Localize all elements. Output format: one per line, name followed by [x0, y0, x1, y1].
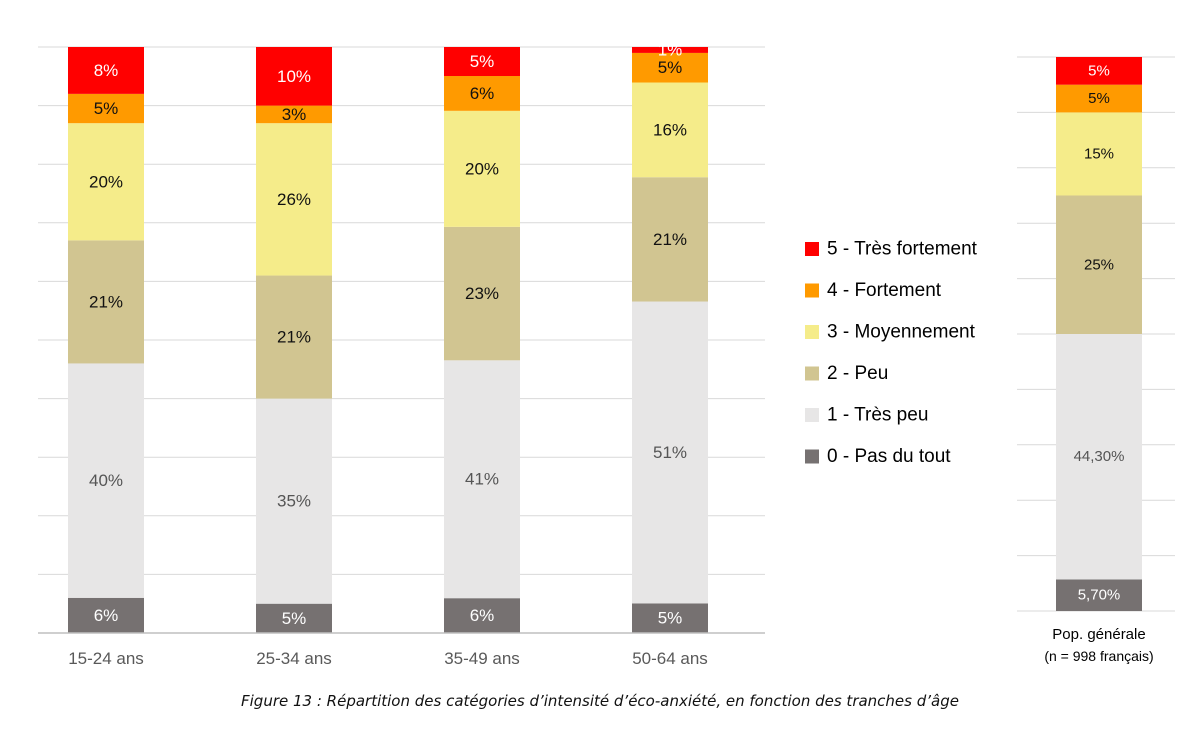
data-label: 41% — [465, 470, 499, 489]
bar-segment — [68, 47, 144, 94]
bar-segment — [256, 603, 332, 633]
data-label: 15% — [1084, 145, 1114, 162]
bar-segment — [68, 93, 144, 124]
x-tick-label: 25-34 ans — [256, 649, 332, 668]
data-label: 51% — [653, 443, 687, 462]
bar-segment — [444, 226, 520, 361]
bar-segment — [1056, 334, 1142, 580]
data-label: 8% — [94, 61, 119, 80]
data-label: 5% — [658, 58, 683, 77]
x-tick-label: Pop. générale — [1052, 626, 1145, 643]
bar-segment — [632, 603, 708, 633]
bar-segment — [256, 105, 332, 124]
bar-segment — [1056, 579, 1142, 611]
data-label: 21% — [277, 328, 311, 347]
data-label: 5% — [658, 609, 683, 628]
data-label: 40% — [89, 471, 123, 490]
bar-segment — [68, 597, 144, 633]
data-label: 20% — [89, 172, 123, 191]
data-label: 3% — [282, 105, 307, 124]
legend-swatch — [805, 242, 819, 256]
data-label: 21% — [89, 292, 123, 311]
data-label: 6% — [470, 606, 495, 625]
data-label: 26% — [277, 190, 311, 209]
legend-swatch — [805, 366, 819, 381]
legend-label: 2 - Peu — [827, 363, 888, 384]
data-label: 23% — [465, 284, 499, 303]
bar-segment — [68, 363, 144, 598]
legend-label: 5 - Très fortement — [827, 239, 978, 260]
legend-label: 1 - Très peu — [827, 405, 928, 426]
legend-swatch — [805, 325, 819, 339]
data-label: 6% — [470, 84, 495, 103]
bar-segment — [256, 398, 332, 604]
data-label: 5% — [94, 99, 119, 118]
data-label: 5% — [1088, 62, 1110, 79]
legend-label: 0 - Pas du tout — [827, 446, 951, 467]
data-label: 5% — [1088, 90, 1110, 107]
bar-segment — [444, 110, 520, 227]
bar-segment — [1056, 112, 1142, 196]
age-group-chart: 6% 40% 21% 20% 5% 8% 15-24 ans 5% 35% 21% 26% 3% 10%… — [38, 40, 765, 668]
bar-segment — [444, 76, 520, 111]
data-label: 6% — [94, 606, 119, 625]
bar-segment — [444, 598, 520, 633]
bar-segment — [256, 123, 332, 276]
bar-segment — [632, 301, 708, 604]
legend-swatch — [805, 283, 819, 298]
x-tick-label: 35-49 ans — [444, 649, 520, 668]
data-label: 10% — [277, 67, 311, 86]
data-label: 1% — [658, 40, 683, 59]
bar-segment — [632, 47, 708, 53]
bar-segment — [1056, 195, 1142, 334]
x-tick-label: 50-64 ans — [632, 649, 708, 668]
general-population-chart: 5,70% 44,30% 25% 15% 5% 5% Pop. générale (n = 9… — [1017, 56, 1175, 664]
legend: 5 - Très fortement 4 - Fortement 3 - Moyen… — [805, 239, 978, 467]
bar-segment — [444, 360, 520, 599]
bar-segment — [68, 240, 144, 364]
data-label: 20% — [465, 159, 499, 178]
bar-segment — [632, 177, 708, 302]
data-label: 44,30% — [1074, 448, 1125, 465]
x-tick-label: 15-24 ans — [68, 649, 144, 668]
data-label: 5% — [470, 52, 495, 71]
data-label: 16% — [653, 120, 687, 139]
figure-caption: Figure 13 : Répartition des catégories d… — [241, 692, 959, 710]
chart-subtitle: (n = 998 français) — [1044, 648, 1153, 664]
bar-segment — [1056, 57, 1142, 85]
data-label: 21% — [653, 230, 687, 249]
data-label: 5% — [282, 609, 307, 628]
bar-segment — [632, 52, 708, 83]
legend-label: 4 - Fortement — [827, 280, 942, 301]
legend-swatch — [805, 408, 819, 422]
bar-segment — [1056, 84, 1142, 113]
bar-segment — [444, 47, 520, 77]
bar-segment — [256, 47, 332, 106]
data-label: 35% — [277, 492, 311, 511]
legend-label: 3 - Moyennement — [827, 322, 976, 343]
bar-segment — [68, 123, 144, 241]
data-label: 5,70% — [1078, 587, 1121, 604]
bar-segment — [256, 275, 332, 399]
bar-segment — [632, 82, 708, 178]
legend-swatch — [805, 449, 819, 464]
data-label: 25% — [1084, 256, 1114, 273]
